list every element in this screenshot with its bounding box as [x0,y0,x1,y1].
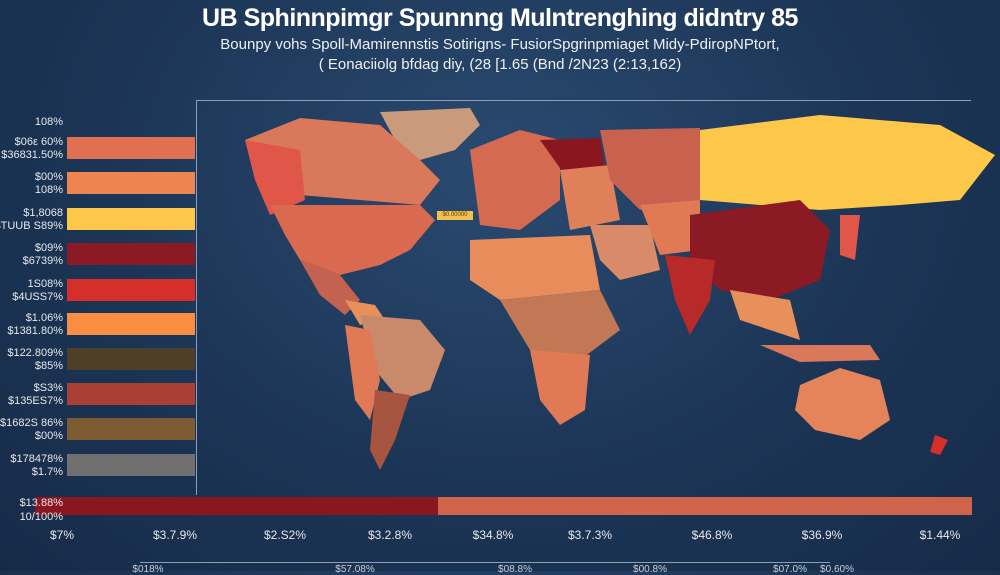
legend-label: 1S08% [27,278,63,290]
north-america [245,108,480,325]
region-alaska [245,140,305,215]
legend-label: $1381.80% [7,325,63,337]
legend-bar [67,383,195,405]
map-callout-tag: $0.00000 [437,211,473,220]
legend-top-label: 108% [34,116,63,128]
x-tick-label: $3.7.3% [567,528,613,542]
legend-label: $1682S 86% [0,417,63,429]
legend-label: $09% [34,242,63,254]
region-indonesia [760,345,880,362]
legend-label: $122.809% [7,347,63,359]
x-tick-label: $7% [49,528,75,542]
south-america [345,315,445,470]
region-new-zealand [930,435,948,455]
region-central-africa [500,290,620,360]
legend-label: $1.7% [31,466,63,478]
x-tick-label: $3.7.9% [152,528,198,542]
legend-bar [67,137,195,159]
region-russia-west [600,128,700,210]
region-south-africa [530,350,590,425]
legend-bar [67,454,195,476]
region-china [690,200,830,300]
x-tick-label: $34.8% [472,528,514,542]
legend-bar [67,279,195,301]
legend-label: 108% [34,184,63,196]
legend-bar [67,348,195,370]
legend-bar [67,172,195,194]
region-india [665,255,715,335]
legend-label: $36831.50% [1,149,63,161]
total-bar-segment [437,497,972,515]
map-frame-left [196,100,197,495]
legend-label: $135ES7% [7,395,63,407]
x-tick-label: $46.8% [691,528,733,542]
region-europe-east [560,165,620,230]
chart-subtitle-2: ( Eonaciiolg bfdag diy, (28 [1.65 (Bnd /… [318,56,682,73]
total-bar-label: $13.88% [19,497,63,509]
legend-label: $85% [34,360,63,372]
region-andes [345,325,380,420]
legend-label: $00% [34,171,63,183]
x-tick-label: $2.S2% [263,528,307,542]
legend-label: $1.06% [25,312,63,324]
region-mexico [300,260,360,315]
region-brazil [360,315,445,400]
chart-title: UB Sphinnpimgr Spunnng Mulntrenghing did… [202,4,798,32]
region-europe-west [470,130,560,230]
legend-bar [67,208,195,230]
region-southeast-asia [730,290,800,340]
europe-africa [470,130,660,425]
region-north-africa [470,235,600,300]
secondary-tick-label: $07.0% [773,564,807,575]
secondary-tick-label: $57.08% [335,564,375,575]
legend-bar [67,418,195,440]
secondary-tick-label: $018% [132,564,164,575]
legend-label: $178478% [10,453,63,465]
region-russia-east [700,115,995,210]
legend-label: $4USS7% [12,291,63,303]
total-bar-segment [35,497,438,515]
legend-label: $00% [34,430,63,442]
region-usa [270,205,435,275]
map-frame-top [196,100,971,101]
legend-label: $1,8068 [23,207,63,219]
region-australia [795,368,890,440]
x-tick-label: $1.44% [919,528,961,542]
secondary-axis-line [140,562,830,563]
x-tick-label: $3.2.8% [367,528,413,542]
asia-oceania [600,115,995,455]
world-choropleth-map [245,108,995,470]
region-argentina [370,390,410,470]
region-japan [840,215,860,260]
legend-label: $06ε 60% [14,136,63,148]
region-middle-east [590,225,660,280]
legend-bar [67,313,195,335]
region-scandinavia [540,138,605,175]
secondary-tick-label: $08.8% [498,564,532,575]
secondary-tick-label: $0.60% [820,564,854,575]
legend-label: $TUUB S89% [0,220,63,232]
x-tick-label: $36.9% [801,528,843,542]
region-central-asia [640,200,700,255]
legend-label: $S3% [33,382,63,394]
legend-bar [67,243,195,265]
chart-subtitle: Bounpy vohs Spoll-Mamirennstis Sotirigns… [220,36,780,53]
total-bar-label: 10/100% [19,511,63,523]
legend-label: $6739% [22,255,63,267]
secondary-tick-label: $00.8% [633,564,667,575]
